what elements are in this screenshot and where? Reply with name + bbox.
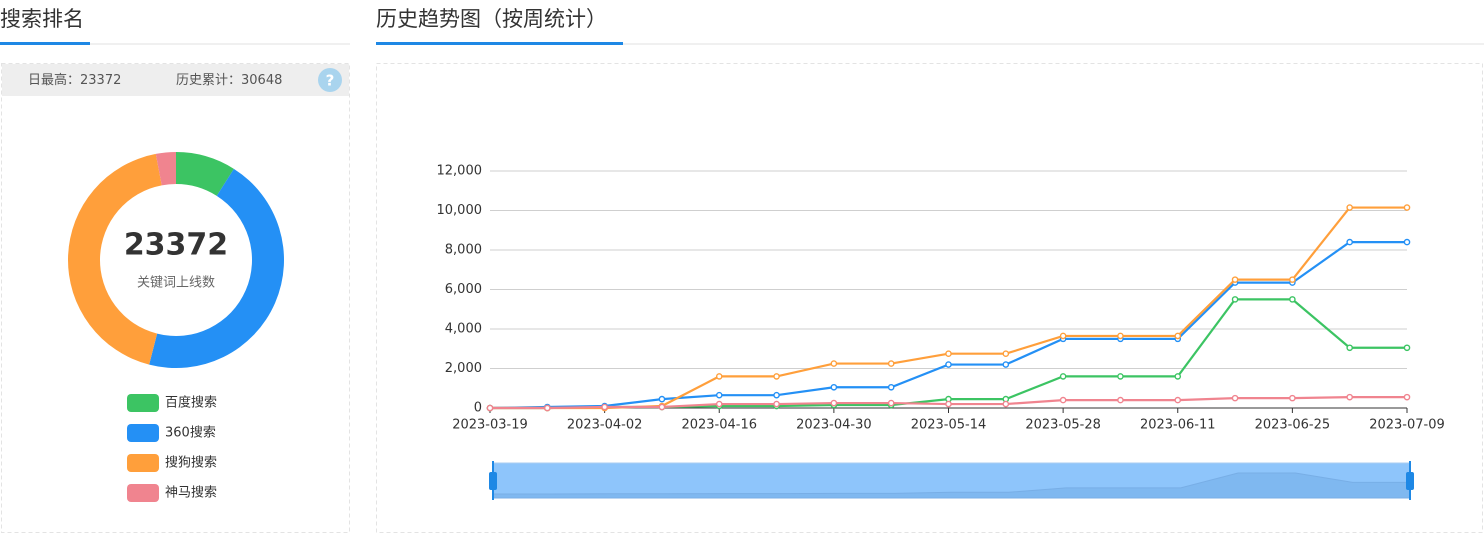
data-point bbox=[715, 391, 723, 399]
legend-swatch bbox=[127, 424, 159, 442]
data-point bbox=[486, 404, 494, 412]
data-point bbox=[1059, 396, 1067, 404]
legend-label: 神马搜索 bbox=[165, 486, 217, 501]
data-point bbox=[1174, 396, 1182, 404]
data-point bbox=[1403, 344, 1411, 352]
data-point bbox=[1289, 296, 1296, 303]
data-point bbox=[1117, 332, 1124, 340]
data-point bbox=[773, 391, 780, 399]
data-point bbox=[1059, 373, 1067, 380]
stat-max: 日最高：23372 bbox=[28, 72, 121, 88]
data-point bbox=[658, 403, 666, 411]
data-point bbox=[830, 383, 838, 391]
data-point bbox=[945, 350, 952, 357]
data-point bbox=[1403, 204, 1411, 211]
x-tick-label: 2023-03-19 bbox=[452, 418, 528, 433]
data-point bbox=[1289, 276, 1296, 283]
legend-label: 百度搜索 bbox=[165, 395, 217, 411]
y-tick-label: 6,000 bbox=[445, 282, 482, 297]
data-point bbox=[658, 395, 666, 403]
center-value: 23372 bbox=[124, 228, 228, 263]
data-point bbox=[1002, 361, 1010, 368]
x-tick-label: 2023-05-28 bbox=[1025, 418, 1101, 433]
data-point bbox=[715, 400, 723, 408]
data-point bbox=[544, 404, 551, 412]
center-label: 关键词上线数 bbox=[137, 276, 215, 291]
legend-swatch bbox=[127, 454, 159, 472]
y-tick-label: 4,000 bbox=[445, 322, 482, 337]
data-point bbox=[1289, 394, 1296, 402]
data-point bbox=[1002, 350, 1010, 357]
legend-swatch bbox=[127, 484, 159, 502]
stat-label: 历史累计： bbox=[176, 73, 241, 88]
data-point bbox=[1174, 332, 1182, 340]
data-point bbox=[1059, 332, 1067, 340]
data-point bbox=[1231, 276, 1239, 283]
x-tick-label: 2023-07-09 bbox=[1369, 418, 1445, 433]
panel-box bbox=[376, 63, 1483, 533]
y-tick-label: 12,000 bbox=[437, 164, 483, 179]
data-point bbox=[945, 361, 952, 368]
data-point bbox=[1002, 400, 1010, 408]
x-tick-label: 2023-04-16 bbox=[681, 418, 757, 433]
data-point bbox=[601, 403, 608, 411]
data-point bbox=[887, 360, 895, 367]
donut-slice bbox=[155, 152, 176, 186]
data-point bbox=[1403, 393, 1411, 401]
data-point bbox=[1174, 373, 1182, 380]
x-tick-label: 2023-04-30 bbox=[796, 418, 872, 433]
data-point bbox=[773, 373, 780, 380]
panel-title: 历史趋势图（按周统计） bbox=[376, 7, 607, 31]
stat-value: 30648 bbox=[241, 73, 282, 88]
donut-slice bbox=[67, 153, 162, 365]
data-point bbox=[945, 400, 952, 408]
data-point bbox=[1117, 373, 1124, 380]
data-point bbox=[715, 373, 723, 380]
y-tick-label: 2,000 bbox=[445, 361, 482, 376]
data-point bbox=[830, 399, 838, 407]
data-point bbox=[1346, 204, 1353, 211]
x-tick-label: 2023-04-02 bbox=[567, 418, 643, 433]
data-point bbox=[830, 360, 838, 367]
legend-label: 360搜索 bbox=[165, 426, 216, 441]
title-underline bbox=[376, 42, 623, 45]
legend-label: 搜狗搜索 bbox=[165, 456, 217, 471]
line-series bbox=[489, 241, 1407, 410]
stat-total: 历史累计：30648 bbox=[176, 73, 282, 88]
data-point bbox=[1231, 394, 1239, 402]
data-point bbox=[887, 399, 895, 407]
data-point bbox=[773, 400, 780, 408]
panel-title: 搜索排名 bbox=[0, 7, 84, 31]
y-tick-label: 0 bbox=[474, 401, 482, 416]
zoom-handle[interactable] bbox=[489, 472, 497, 490]
x-tick-label: 2023-06-25 bbox=[1255, 418, 1331, 433]
data-point bbox=[1346, 238, 1353, 246]
y-tick-label: 10,000 bbox=[437, 203, 483, 218]
help-icon-text[interactable]: ? bbox=[326, 72, 335, 90]
zoom-preview bbox=[492, 472, 1411, 499]
legend-swatch bbox=[127, 394, 159, 412]
stat-label: 日最高： bbox=[28, 72, 80, 88]
zoom-handle[interactable] bbox=[1406, 472, 1414, 490]
line-series bbox=[490, 206, 1407, 410]
data-point bbox=[1346, 393, 1353, 401]
donut-slice bbox=[149, 168, 284, 368]
data-point bbox=[1403, 238, 1411, 246]
data-point bbox=[887, 383, 895, 391]
data-point bbox=[1231, 296, 1239, 303]
data-point bbox=[1346, 344, 1353, 352]
data-point bbox=[1117, 396, 1124, 404]
title-underline bbox=[0, 42, 90, 45]
x-tick-label: 2023-05-14 bbox=[911, 418, 987, 433]
x-tick-label: 2023-06-11 bbox=[1140, 418, 1216, 433]
donut-slice bbox=[176, 152, 234, 196]
stats-bar bbox=[2, 64, 349, 96]
y-tick-label: 8,000 bbox=[445, 243, 482, 258]
panel-box bbox=[1, 63, 350, 533]
help-icon[interactable] bbox=[318, 68, 342, 92]
stat-value: 23372 bbox=[80, 73, 121, 88]
